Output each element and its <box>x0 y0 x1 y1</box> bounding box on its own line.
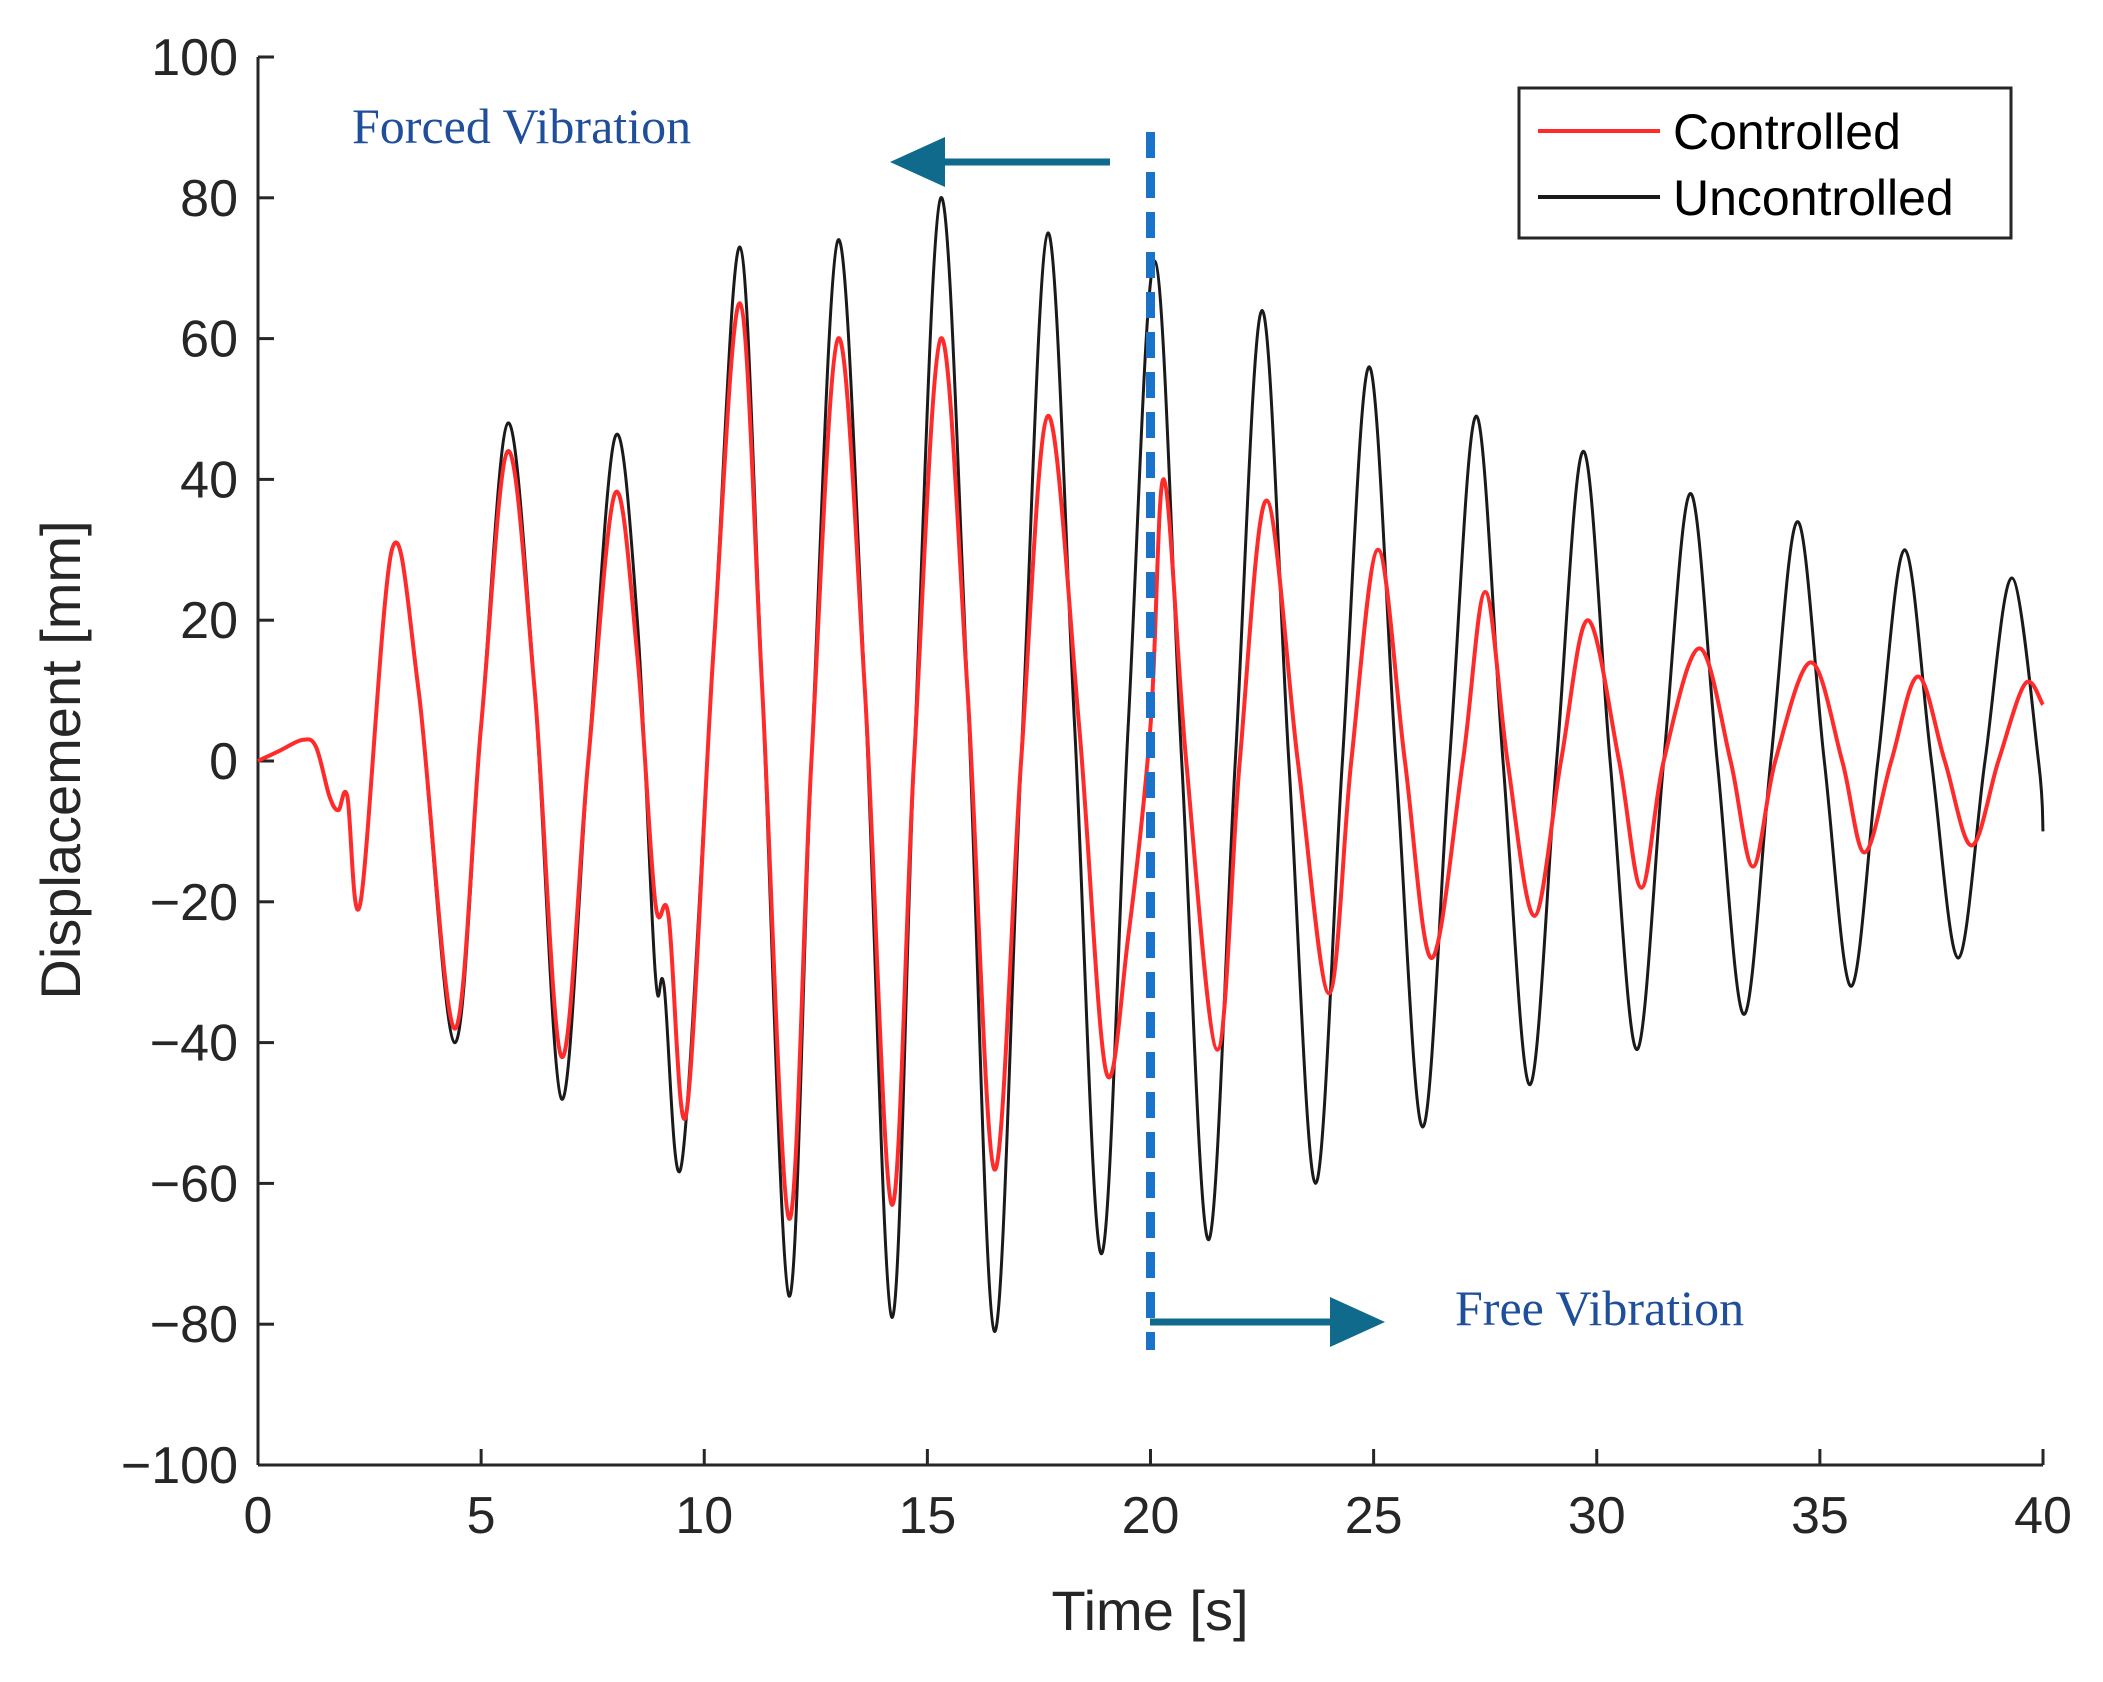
y-tick-label: 40 <box>180 451 238 509</box>
legend-label-uncontrolled: Uncontrolled <box>1673 170 1954 226</box>
y-tick-label: 0 <box>209 733 238 791</box>
free-vibration-arrow <box>1150 1297 1385 1347</box>
series-controlled-line <box>257 301 2045 1221</box>
x-tick-label: 0 <box>244 1487 273 1545</box>
x-tick-label: 25 <box>1345 1487 1403 1545</box>
x-tick-label: 35 <box>1791 1487 1849 1545</box>
y-tick-label: 20 <box>180 592 238 650</box>
legend-label-controlled: Controlled <box>1673 104 1901 160</box>
free-vibration-label: Free Vibration <box>1455 1280 1744 1336</box>
x-axis-ticks: 0 5 10 15 20 25 30 35 40 <box>244 1449 2072 1545</box>
forced-arrow-head <box>890 137 945 187</box>
y-tick-label: 100 <box>151 29 238 87</box>
x-axis-label: Time [s] <box>1051 1579 1248 1642</box>
x-tick-label: 5 <box>467 1487 496 1545</box>
legend: Controlled Uncontrolled <box>1517 86 2013 240</box>
y-axis-ticks: −100 −80 −60 −40 −20 0 20 40 60 80 100 <box>121 29 274 1495</box>
x-tick-label: 30 <box>1568 1487 1626 1545</box>
y-tick-label: 60 <box>180 311 238 369</box>
x-tick-label: 10 <box>675 1487 733 1545</box>
plot-series <box>257 196 2045 1333</box>
forced-vibration-label: Forced Vibration <box>352 98 691 154</box>
y-tick-label: −40 <box>150 1015 238 1073</box>
y-tick-label: −80 <box>150 1296 238 1354</box>
legend-box <box>1517 86 2013 240</box>
x-tick-label: 20 <box>1122 1487 1180 1545</box>
forced-vibration-arrow <box>890 137 1110 187</box>
y-tick-label: 80 <box>180 170 238 228</box>
y-tick-label: −100 <box>121 1437 238 1495</box>
y-axis-label: Displacement [mm] <box>29 520 92 999</box>
x-tick-label: 40 <box>2014 1487 2072 1545</box>
x-tick-label: 15 <box>898 1487 956 1545</box>
y-tick-label: −20 <box>150 874 238 932</box>
y-tick-label: −60 <box>150 1155 238 1213</box>
free-arrow-head <box>1330 1297 1385 1347</box>
